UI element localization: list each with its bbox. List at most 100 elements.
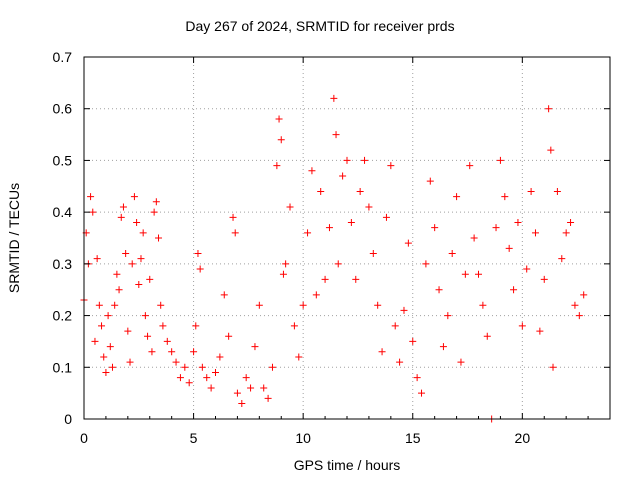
data-point [580,291,588,299]
x-tick-label: 10 [295,430,311,446]
data-point [212,368,219,376]
chart-title: Day 267 of 2024, SRMTID for receiver prd… [185,18,455,34]
data-point [168,348,176,356]
tick-labels: 0 0.1 0.2 0.3 0.4 0.5 0.6 0.7 0 5 10 15 20 [53,49,531,446]
data-point [378,348,386,356]
grid-lines [84,57,610,419]
data-point [453,193,461,201]
data-point [194,250,202,258]
data-point [102,368,110,376]
data-point [135,281,143,289]
data-point [216,353,224,361]
data-point [255,301,263,309]
data-point [146,275,154,283]
data-point [124,327,132,335]
data-point [115,286,123,294]
data-point [159,322,167,330]
data-point [295,353,303,361]
data-point [374,301,382,309]
data-point [547,146,555,154]
data-point [111,301,119,309]
data-point [100,353,108,361]
data-point [457,358,465,366]
data-point [273,162,281,170]
data-point [553,187,561,195]
data-point [185,379,193,387]
data-point [141,312,149,320]
data-point [268,363,276,371]
data-point [409,337,417,345]
x-tick-label: 15 [405,430,421,446]
data-point [531,229,539,237]
data-point [332,131,340,139]
data-point [527,187,535,195]
data-point [157,301,165,309]
data-point [369,250,377,258]
data-point [562,229,570,237]
data-point [286,203,294,211]
x-axis-label: GPS time / hours [293,457,401,473]
data-point [567,218,575,226]
data-point [496,156,504,164]
data-point [163,337,171,345]
data-point [356,187,364,195]
data-point [155,234,163,242]
data-point [172,358,180,366]
data-point [264,394,272,402]
data-point [133,218,141,226]
data-point [275,115,283,123]
data-point [238,399,246,407]
data-point [104,312,112,320]
data-point [571,301,579,309]
data-point [299,301,307,309]
data-point [95,301,103,309]
data-point [400,306,408,314]
data-point [247,384,255,392]
data-point [339,172,347,180]
data-point [466,162,474,170]
data-point [117,213,125,221]
data-point [93,255,101,263]
data-point [575,312,583,320]
data-point [231,229,239,237]
data-point [510,286,518,294]
data-point [233,389,241,397]
data-point [396,358,404,366]
data-point [505,244,513,252]
data-point [176,374,184,382]
data-point [317,187,325,195]
data-point [514,218,522,226]
data-point [130,193,138,201]
data-point [304,229,312,237]
data-point [431,224,439,232]
x-tick-label: 5 [190,430,198,446]
data-point [343,156,351,164]
data-point [312,291,320,299]
data-point [549,363,557,371]
y-tick-label: 0.7 [53,49,73,65]
data-point [435,286,443,294]
plot-frame [83,56,611,420]
y-tick-label: 0.4 [53,204,73,220]
x-tick-label: 20 [515,430,531,446]
data-point [308,167,316,175]
data-point [523,265,531,273]
data-point [207,384,215,392]
y-tick-label: 0.6 [53,101,73,117]
data-point [98,322,106,330]
data-point [382,213,390,221]
data-points [80,94,588,423]
data-point [444,312,452,320]
data-point [330,94,338,102]
data-point [220,291,228,299]
data-point [229,213,237,221]
data-point [352,275,360,283]
data-point [196,265,204,273]
data-point [192,322,200,330]
data-point [404,239,412,247]
y-axis-label: SRMTID / TECUs [6,182,22,294]
data-point [144,332,152,340]
data-point [91,337,99,345]
data-point [106,343,114,351]
data-point [387,162,395,170]
